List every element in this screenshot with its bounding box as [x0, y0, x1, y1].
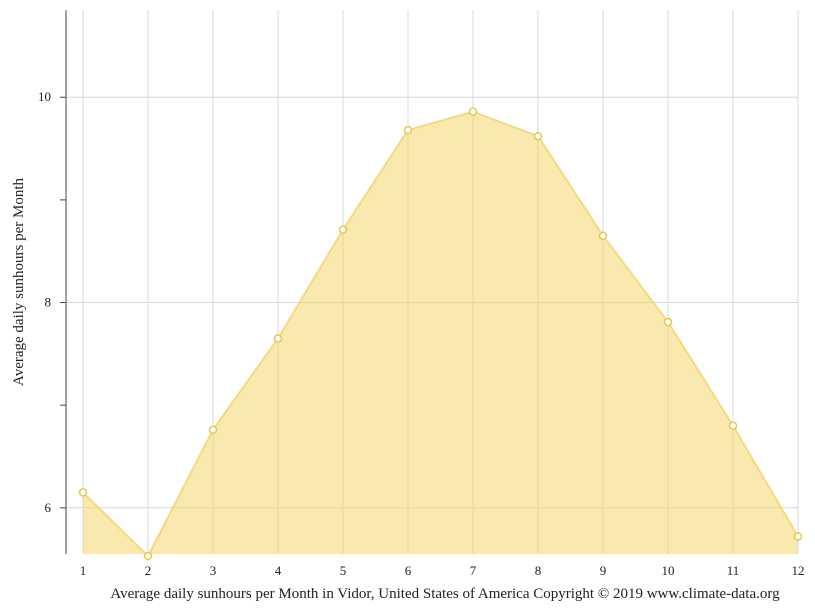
data-point — [793, 532, 803, 541]
x-tick-label: 1 — [80, 563, 87, 578]
data-point — [208, 425, 218, 435]
x-tick-label: 10 — [662, 563, 675, 578]
x-tick-label: 8 — [535, 563, 542, 578]
data-point — [143, 551, 153, 561]
data-point — [468, 107, 478, 116]
y-axis-label: Average daily sunhours per Month — [11, 178, 27, 387]
x-tick-label: 3 — [210, 563, 217, 578]
data-point — [273, 334, 283, 343]
plot-area — [82, 110, 799, 558]
data-point — [338, 225, 348, 234]
series-area-fill — [83, 111, 798, 557]
data-point — [78, 488, 88, 497]
x-tick-label: 9 — [600, 563, 607, 578]
data-point — [598, 231, 608, 241]
x-tick-label: 11 — [727, 563, 740, 578]
data-point — [403, 125, 413, 135]
x-tick-label: 6 — [405, 563, 412, 578]
chart-caption: Average daily sunhours per Month in Vido… — [110, 586, 780, 602]
series-line — [82, 110, 799, 558]
y-tick-label: 10 — [38, 89, 51, 104]
data-points — [78, 107, 803, 561]
x-tick-label: 5 — [340, 563, 347, 578]
x-tick-label: 7 — [470, 563, 477, 578]
x-tick-label: 12 — [792, 563, 805, 578]
x-tick-label: 4 — [275, 563, 282, 578]
data-point — [728, 421, 738, 430]
data-point — [533, 131, 543, 141]
data-point — [663, 317, 673, 327]
y-tick-label: 6 — [45, 500, 52, 515]
y-tick-label: 8 — [45, 295, 52, 310]
x-tick-label: 2 — [145, 563, 152, 578]
